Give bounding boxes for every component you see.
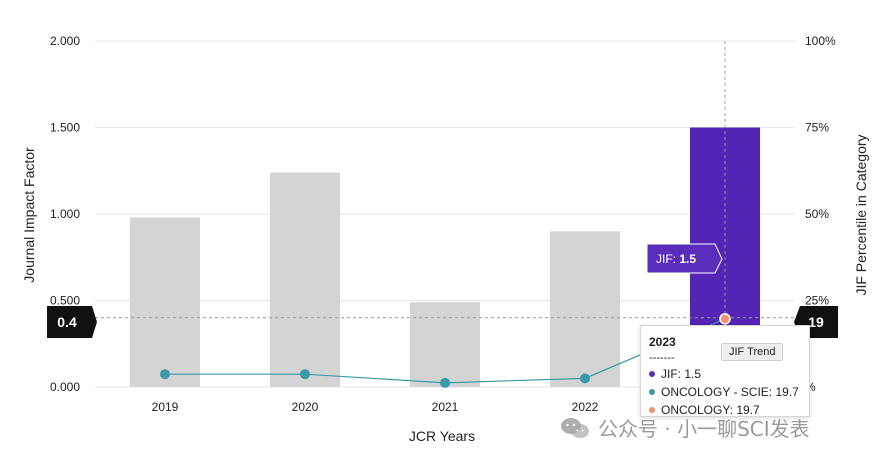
x-tick-label: 2019 bbox=[152, 400, 179, 414]
trend-line-group bbox=[160, 313, 731, 388]
tooltip-row-label: ONCOLOGY: 19.7 bbox=[661, 403, 760, 417]
trend-chip[interactable]: JIF Trend bbox=[721, 343, 784, 361]
tooltip-dot-icon bbox=[649, 389, 655, 395]
tooltip: 2023 ------- JIF: 1.5 ONCOLOGY - SCIE: 1… bbox=[640, 325, 810, 417]
tooltip-separator: ------- bbox=[649, 352, 675, 364]
bar-value-label-prefix: JIF: bbox=[656, 252, 679, 266]
tooltip-row-label: ONCOLOGY - SCIE: 19.7 bbox=[661, 385, 799, 399]
y2-tick-label: 50% bbox=[805, 207, 829, 221]
wechat-icon bbox=[561, 417, 589, 438]
y-tick-label: 0.000 bbox=[50, 380, 80, 394]
x-tick-label: 2022 bbox=[572, 400, 599, 414]
y-tick-label: 1.500 bbox=[50, 121, 80, 135]
tooltip-dot-icon bbox=[649, 407, 655, 413]
y-axis-ticks: 0.000 0.500 1.000 1.500 2.000 bbox=[50, 34, 80, 394]
left-value-marker-text: 0.4 bbox=[57, 314, 77, 330]
tooltip-dot-icon bbox=[649, 371, 655, 377]
watermark: 公众号 · 小一聊SCI发表 bbox=[560, 413, 810, 442]
bar-2019[interactable] bbox=[130, 217, 200, 387]
y2-tick-label: % bbox=[805, 380, 816, 394]
y-axis-title: Journal Impact Factor bbox=[21, 147, 37, 283]
y-tick-label: 2.000 bbox=[50, 34, 80, 48]
x-axis-ticks: 2019 2020 2021 2022 bbox=[152, 400, 599, 414]
trend-point-2020[interactable] bbox=[300, 369, 310, 380]
y2-tick-label: 75% bbox=[805, 121, 829, 135]
bar-2021[interactable] bbox=[410, 302, 480, 387]
x-axis-title: JCR Years bbox=[409, 428, 475, 444]
trend-point-2021[interactable] bbox=[440, 377, 450, 388]
left-value-marker: 0.4 bbox=[47, 306, 97, 338]
y2-tick-label: 25% bbox=[805, 294, 829, 308]
watermark-text: 公众号 · 小一聊SCI发表 bbox=[598, 417, 810, 441]
trend-point-2019[interactable] bbox=[160, 369, 170, 380]
svg-text:JIF: 1.5: JIF: 1.5 bbox=[656, 252, 696, 266]
x-tick-label: 2021 bbox=[432, 400, 459, 414]
bar-2020[interactable] bbox=[270, 172, 340, 387]
right-value-marker-text: 19 bbox=[808, 314, 824, 330]
trend-point-2023[interactable] bbox=[719, 313, 731, 325]
bar-2022[interactable] bbox=[550, 231, 620, 387]
tooltip-row-oncology: ONCOLOGY: 19.7 bbox=[649, 401, 801, 419]
x-tick-label: 2020 bbox=[292, 400, 319, 414]
y-tick-label: 0.500 bbox=[50, 294, 80, 308]
y-tick-label: 1.000 bbox=[50, 207, 80, 221]
y2-tick-label: 100% bbox=[805, 34, 836, 48]
bar-value-label: JIF: 1.5 bbox=[646, 243, 723, 274]
tooltip-row-jif: JIF: 1.5 bbox=[649, 365, 801, 383]
y2-axis-ticks: % 25% 50% 75% 100% bbox=[805, 34, 836, 394]
tooltip-row-oncology-scie: ONCOLOGY - SCIE: 19.7 bbox=[649, 383, 801, 401]
trend-point-2022[interactable] bbox=[580, 373, 590, 384]
y2-axis-title: JIF Percentile in Category bbox=[853, 134, 869, 295]
tooltip-year: 2023 bbox=[649, 335, 676, 349]
bar-value-label-value: 1.5 bbox=[679, 252, 696, 266]
tooltip-row-label: JIF: 1.5 bbox=[661, 367, 702, 381]
